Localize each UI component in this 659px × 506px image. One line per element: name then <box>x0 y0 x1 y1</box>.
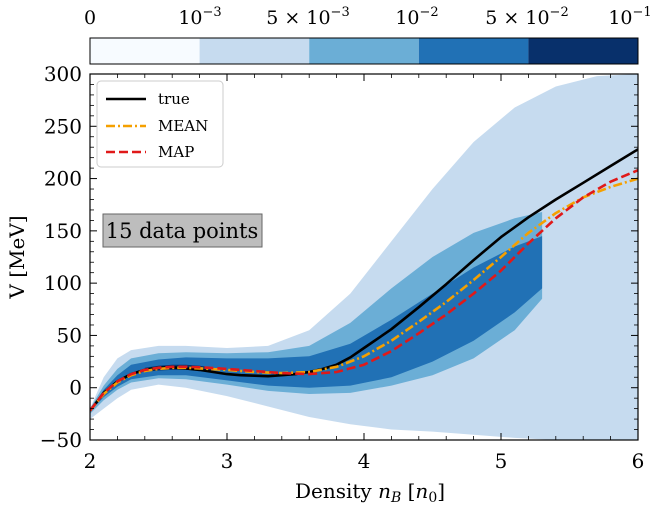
axis-ticks <box>89 73 639 441</box>
annotation-box: 15 data points <box>102 213 263 248</box>
series-line-map <box>90 169 638 412</box>
colorbar-segment <box>199 38 310 64</box>
y-axis-title: V [MeV] <box>5 215 29 299</box>
legend: true MEAN MAP <box>96 80 224 168</box>
x-tick-label: 3 <box>221 449 234 473</box>
colorbar-segment <box>528 38 638 64</box>
annotation-text: 15 data points <box>106 219 259 243</box>
colorbar-segment <box>309 38 419 64</box>
y-tick-labels: −50 0 50 100 150 200 250 300 <box>40 62 82 452</box>
colorbar-tick-labels: 0 10−3 5 × 10−3 10−2 5 × 10−2 10−1 <box>84 5 652 29</box>
y-tick-label: 50 <box>57 323 82 347</box>
y-tick-label: 200 <box>44 167 82 191</box>
colorbar-label-5e-2: 5 × 10−2 <box>485 5 568 29</box>
y-tick-label: 250 <box>44 114 82 138</box>
colorbar-segment <box>90 38 200 64</box>
colorbar-label-0: 0 <box>84 7 96 29</box>
legend-box <box>96 80 224 168</box>
colorbar-label-5e-3: 5 × 10−3 <box>266 5 349 29</box>
x-tick-labels: 2 3 4 5 6 <box>84 449 645 473</box>
colorbar-label-1e-1: 10−1 <box>608 5 651 29</box>
colorbar-segment <box>418 38 529 64</box>
legend-label-true: true <box>158 90 190 108</box>
series-lines <box>90 148 638 412</box>
colorbar-label-1e-3: 10−3 <box>178 5 221 29</box>
y-tick-label: 150 <box>44 219 82 243</box>
density-band-level-1 <box>90 74 638 440</box>
x-tick-label: 4 <box>358 449 371 473</box>
legend-label-mean: MEAN <box>158 117 208 135</box>
x-tick-label: 5 <box>495 449 508 473</box>
x-axis-title: Density nB [n0] <box>295 479 445 506</box>
y-tick-label: 300 <box>44 62 82 86</box>
x-tick-label: 6 <box>632 449 645 473</box>
colorbar <box>89 37 639 65</box>
y-tick-label: 0 <box>69 376 82 400</box>
colorbar-frame <box>89 37 639 65</box>
y-tick-label: −50 <box>40 428 82 452</box>
colorbar-label-1e-2: 10−2 <box>395 5 438 29</box>
legend-label-map: MAP <box>158 143 194 161</box>
y-tick-label: 100 <box>44 271 82 295</box>
x-tick-label: 2 <box>84 449 97 473</box>
